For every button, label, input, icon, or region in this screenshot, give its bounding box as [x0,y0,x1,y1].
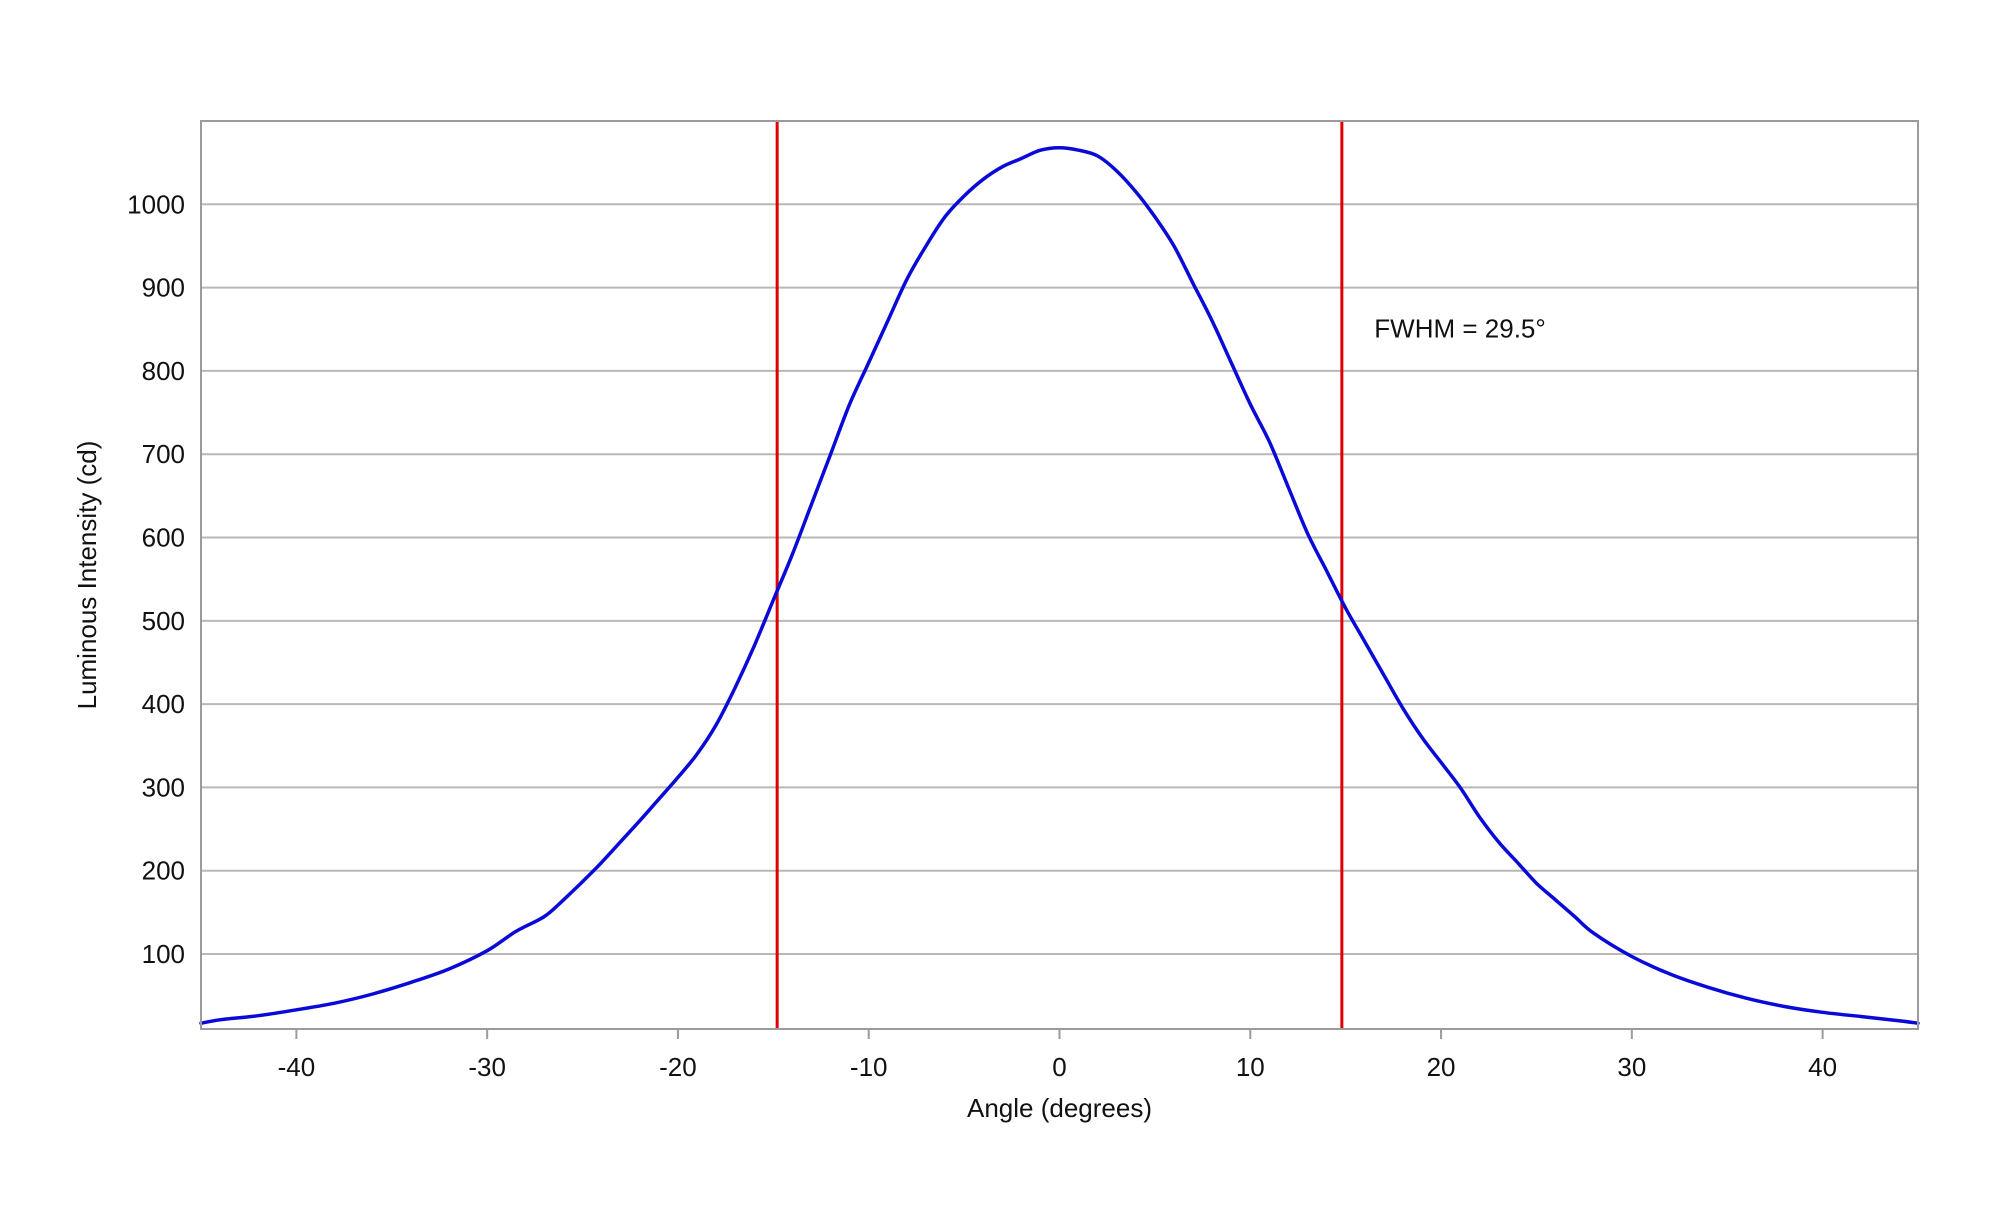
x-tick-label: 20 [1427,1052,1456,1082]
y-tick-label: 900 [142,273,185,303]
series-layer [199,145,1920,1025]
y-tick-label: 1000 [127,189,185,219]
y-tick-label: 800 [142,356,185,386]
x-axis-label: Angle (degrees) [967,1093,1152,1123]
y-tick-label: 700 [142,439,185,469]
fwhm-annotation: FWHM = 29.5° [1374,314,1546,344]
gridlines [201,203,1918,956]
intensity-curve [199,145,1920,1025]
x-tick-label: 10 [1236,1052,1265,1082]
y-tick-label: 400 [142,689,185,719]
y-tick-label: 500 [142,606,185,636]
y-tick-label: 200 [142,856,185,886]
x-tick-label: -20 [659,1052,697,1082]
x-tick-label: -40 [278,1052,316,1082]
x-tick-label: -30 [468,1052,506,1082]
y-axis-label: Luminous Intensity (cd) [72,441,102,710]
plot-background [201,121,1918,1029]
x-tick-label: 40 [1808,1052,1837,1082]
y-tick-label: 600 [142,523,185,553]
y-tick-label: 300 [142,772,185,802]
y-tick-label: 100 [142,939,185,969]
x-tick-label: -10 [850,1052,888,1082]
fwhm-markers [775,121,1344,1029]
y-axis-ticks: 100 200 300 400 500 600 700 800 900 1000 [127,189,185,969]
x-tick-label: 0 [1052,1052,1066,1082]
x-tick-label: 30 [1617,1052,1646,1082]
x-axis-ticks: -40 -30 -20 -10 0 10 20 30 40 [278,1029,1837,1082]
